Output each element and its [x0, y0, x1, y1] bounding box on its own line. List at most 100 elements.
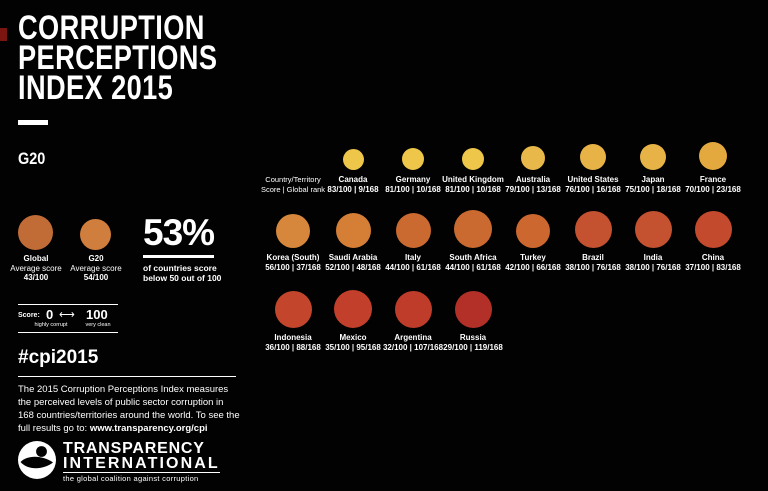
country-circle — [516, 214, 550, 248]
subtitle-g20: G20 — [18, 149, 46, 168]
country-cell-united-states: United States 76/100 | 16/168 — [563, 136, 623, 194]
country-cell-france: France 70/100 | 23/168 — [683, 136, 743, 194]
country-circle — [634, 211, 672, 248]
country-circle — [580, 144, 606, 170]
g20-average-label: G20 Average score 54/100 — [58, 254, 134, 283]
title-line-1: CORRUPTION — [18, 9, 205, 47]
country-stats: 29/100 | 119/168 — [443, 342, 503, 352]
ti-globe-icon — [18, 441, 56, 479]
country-stats: 36/100 | 88/168 — [265, 342, 321, 352]
country-circle — [694, 211, 732, 248]
g20-average-sub: Average score — [70, 263, 122, 273]
grid-header: Country/Territory Score | Global rank — [261, 136, 325, 194]
country-stats: 35/100 | 95/168 — [325, 342, 381, 352]
country-circle — [454, 210, 492, 248]
country-name: Australia — [515, 175, 551, 184]
description-line2: the perceived levels of public sector co… — [18, 397, 224, 408]
description-text: The 2015 Corruption Perceptions Index me… — [18, 383, 254, 435]
country-stats: 56/100 | 37/168 — [265, 262, 321, 272]
country-stats: 75/100 | 18/168 — [625, 184, 681, 194]
country-stats: 79/100 | 13/168 — [505, 184, 561, 194]
description-line4: full results go to: www.transparency.org… — [18, 422, 254, 435]
global-average-score: 43/100 — [23, 273, 49, 282]
country-circle — [276, 214, 310, 248]
transparency-url-link[interactable]: www.transparency.org/cpi — [89, 423, 208, 434]
country-cell-brazil: Brazil 38/100 | 76/168 — [563, 194, 623, 272]
country-cell-argentina: Argentina 32/100 | 107/168 — [383, 272, 443, 352]
logo-tagline: the global coalition against corruption — [63, 474, 199, 483]
country-stats: 83/100 | 9/168 — [327, 184, 379, 194]
country-cell-russia: Russia 29/100 | 119/168 — [443, 272, 503, 352]
country-stats: 37/100 | 83/168 — [685, 262, 741, 272]
country-name: Germany — [395, 175, 431, 184]
country-name: Argentina — [394, 333, 432, 342]
page-title: CORRUPTION PERCEPTIONS INDEX 2015 — [18, 9, 218, 105]
country-circle — [640, 144, 666, 170]
global-average-label: Global Average score 43/100 — [0, 254, 74, 283]
country-circle — [334, 290, 372, 328]
country-stats: 81/100 | 10/168 — [445, 184, 501, 194]
title-line-2: PERCEPTIONS — [18, 39, 218, 77]
country-grid: Country/Territory Score | Global rank Ca… — [261, 136, 743, 352]
stat-caption-line1: of countries score — [143, 263, 217, 273]
scale-max-value: 100 — [86, 307, 108, 322]
country-cell-japan: Japan 75/100 | 18/168 — [623, 136, 683, 194]
country-name: Turkey — [520, 253, 546, 262]
country-stats: 42/100 | 66/168 — [505, 262, 561, 272]
double-arrow-icon: ⟷ — [59, 309, 75, 321]
country-cell-indonesia: Indonesia 36/100 | 88/168 — [263, 272, 323, 352]
logo-divider — [63, 472, 220, 473]
link-prefix: full results go to: — [18, 423, 90, 434]
country-cell-italy: Italy 44/100 | 61/168 — [383, 194, 443, 272]
global-average-circle — [18, 215, 53, 250]
country-stats: 81/100 | 10/168 — [385, 184, 441, 194]
scale-min-caption: highly corrupt — [34, 322, 68, 328]
scale-max-caption: very clean — [85, 322, 111, 328]
country-cell-australia: Australia 79/100 | 13/168 — [503, 136, 563, 194]
country-name: South Africa — [449, 253, 497, 262]
country-name: United States — [567, 175, 619, 184]
description-line3: 168 countries/territories around the wor… — [18, 410, 240, 421]
country-name: Saudi Arabia — [328, 253, 378, 262]
country-cell-india: India 38/100 | 76/168 — [623, 194, 683, 272]
transparency-international-logo: TRANSPARENCY INTERNATIONAL the global co… — [18, 441, 220, 483]
stat-value: 53% — [143, 212, 215, 258]
g20-average-title: G20 — [88, 254, 104, 263]
country-name: Indonesia — [274, 333, 312, 342]
country-circle — [521, 146, 545, 170]
country-stats: 70/100 | 23/168 — [685, 184, 741, 194]
country-cell-turkey: Turkey 42/100 | 66/168 — [503, 194, 563, 272]
country-name: Brazil — [582, 253, 604, 262]
country-name: India — [643, 253, 663, 262]
country-cell-united-kingdom: United Kingdom 81/100 | 10/168 — [442, 136, 504, 194]
country-cell-south-africa: South Africa 44/100 | 61/168 — [443, 194, 503, 272]
description-line1: The 2015 Corruption Perceptions Index me… — [18, 384, 229, 395]
score-scale-legend: Score: 0 ⟷ 100 highly corrupt very clean — [18, 304, 118, 333]
country-name: United Kingdom — [442, 175, 504, 184]
country-name: Mexico — [339, 333, 367, 342]
country-name: Japan — [641, 175, 665, 184]
country-stats: 32/100 | 107/168 — [382, 342, 444, 352]
hashtag-heading: #cpi2015 — [18, 347, 99, 368]
country-circle — [454, 291, 492, 328]
country-circle — [462, 148, 484, 170]
country-cell-korea-south: Korea (South) 56/100 | 37/168 — [263, 194, 323, 272]
country-name: France — [699, 175, 727, 184]
logo-text: TRANSPARENCY INTERNATIONAL the global co… — [63, 441, 220, 483]
country-cell-germany: Germany 81/100 | 10/168 — [383, 136, 443, 194]
country-cell-canada: Canada 83/100 | 9/168 — [323, 136, 383, 194]
footer-divider — [18, 376, 236, 377]
red-corner-mark — [0, 28, 7, 41]
country-name: Korea (South) — [266, 253, 320, 262]
country-cell-china: China 37/100 | 83/168 — [683, 194, 743, 272]
global-average-title: Global — [23, 254, 49, 263]
logo-name-line1: TRANSPARENCY — [63, 440, 205, 457]
country-cell-saudi-arabia: Saudi Arabia 52/100 | 48/168 — [323, 194, 383, 272]
g20-average-score: 54/100 — [83, 273, 109, 282]
country-name: China — [701, 253, 725, 262]
country-circle — [699, 142, 727, 170]
country-circle — [402, 148, 424, 170]
country-cell-mexico: Mexico 35/100 | 95/168 — [323, 272, 383, 352]
global-average-sub: Average score — [10, 263, 62, 273]
